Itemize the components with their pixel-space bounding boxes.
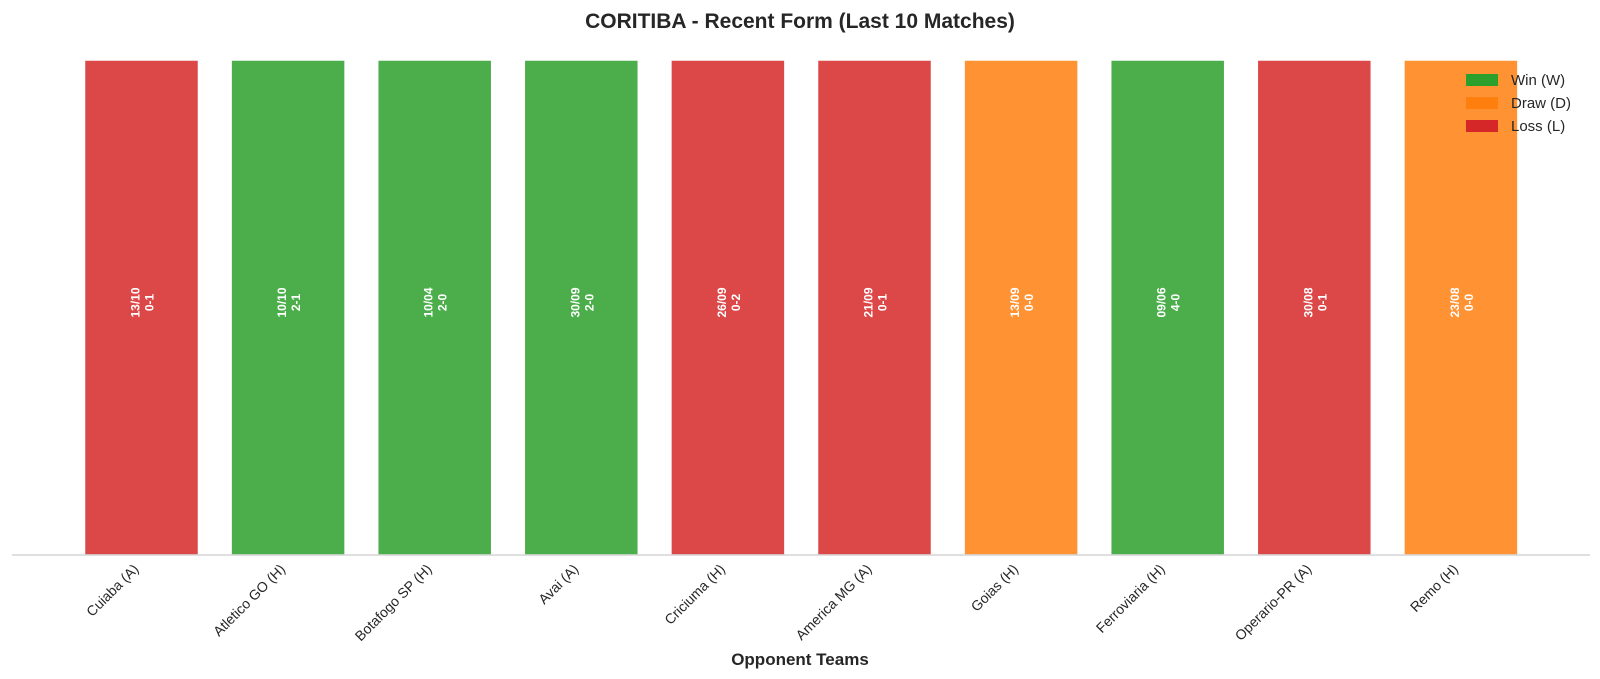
x-tick-label-5: Criciuma (H) — [661, 561, 728, 628]
x-tick-label-6: America MG (A) — [792, 561, 874, 643]
x-tick-label-1: Cuiaba (A) — [83, 561, 142, 620]
bar-10 — [1403, 59, 1519, 556]
bar-7 — [963, 59, 1079, 556]
bar-9 — [1256, 59, 1373, 556]
bar-2 — [230, 59, 346, 556]
bar-6 — [816, 59, 933, 556]
x-tick-label-3: Botafogo SP (H) — [352, 561, 435, 644]
bar-label-5: 26/090-2 — [715, 287, 743, 317]
bar-8 — [1109, 59, 1226, 556]
legend-swatch-w — [1466, 74, 1498, 86]
legend-label-l: Loss (L) — [1511, 118, 1565, 135]
x-tick-label-7: Goias (H) — [968, 561, 1022, 615]
bar-label-4: 30/092-0 — [568, 287, 596, 317]
bar-3 — [376, 59, 493, 556]
x-tick-label-9: Operario-PR (A) — [1232, 561, 1315, 644]
bar-label-9: 30/080-1 — [1301, 287, 1329, 317]
x-tick-labels: Cuiaba (A) Atletico GO (H) Botafogo SP (H)… — [83, 561, 1461, 644]
bar-1 — [83, 59, 200, 556]
bar-label-6: 21/090-1 — [862, 287, 890, 317]
x-tick-label-10: Remo (H) — [1407, 561, 1461, 615]
bar-label-8: 09/064-0 — [1155, 287, 1183, 317]
x-tick-label-2: Atletico GO (H) — [210, 561, 288, 639]
bar-label-1: 13/100-1 — [129, 287, 157, 317]
bar-label-2: 10/102-1 — [275, 287, 303, 317]
legend-swatch-d — [1466, 97, 1498, 109]
legend: Win (W) Draw (D) Loss (L) — [1466, 72, 1571, 135]
x-axis-label: Opponent Teams — [731, 650, 869, 669]
bar-label-10: 23/080-0 — [1448, 287, 1476, 317]
legend-label-d: Draw (D) — [1511, 95, 1571, 112]
bars-group: 13/100-1 10/102-1 10/042-0 30/092-0 26/090-2… — [83, 59, 1519, 556]
chart-title: CORITIBA - Recent Form (Last 10 Matches) — [585, 10, 1015, 33]
legend-swatch-l — [1466, 120, 1498, 132]
bar-5 — [670, 59, 786, 556]
x-tick-label-4: Avai (A) — [535, 561, 581, 607]
x-tick-label-8: Ferroviaria (H) — [1093, 561, 1168, 636]
bar-label-3: 10/042-0 — [422, 287, 450, 317]
bar-4 — [523, 59, 640, 556]
legend-label-w: Win (W) — [1511, 72, 1565, 89]
bar-label-7: 13/090-0 — [1008, 287, 1036, 317]
